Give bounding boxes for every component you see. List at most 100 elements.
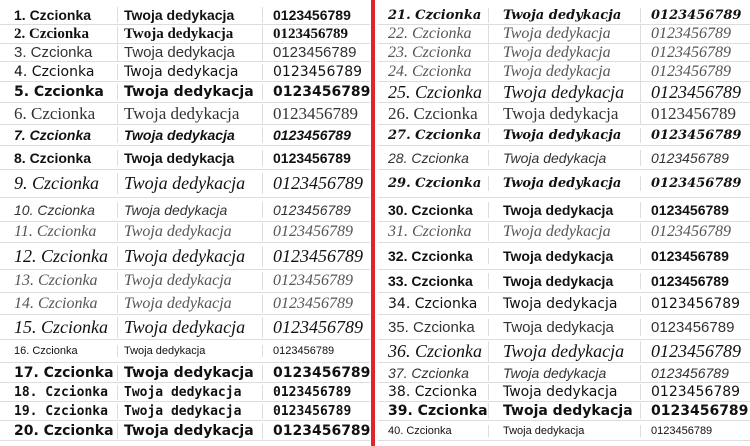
digits-sample: 0123456789	[640, 103, 750, 124]
font-name: 19. Czcionka	[14, 403, 108, 419]
font-row: 1. Czcionka Twoja dedykacja 0123456789	[0, 6, 370, 25]
dedication-sample: Twoja dedykacja	[117, 44, 262, 61]
font-row: 11. Czcionka Twoja dedykacja 0123456789	[0, 222, 370, 243]
font-name: 36. Czcionka	[388, 340, 482, 361]
font-name: 22. Czcionka	[388, 25, 472, 42]
digits-sample: 0123456789	[262, 364, 370, 381]
dedication-sample: Twoja dedykacja	[117, 272, 262, 290]
dedication-sample: Twoja dedykacja	[117, 384, 262, 400]
dedication-sample: Twoja dedykacja	[117, 173, 262, 194]
digits-sample: 0123456789	[262, 84, 370, 100]
digits-sample: 0123456789	[262, 384, 370, 400]
font-row: 2. Czcionka Twoja dedykacja 0123456789	[0, 25, 370, 44]
dedication-sample: Twoja dedykacja	[488, 318, 640, 336]
dedication-sample: Twoja dedykacja	[488, 424, 640, 437]
dedication-sample: Twoja dedykacja	[117, 7, 262, 23]
digits-sample: 0123456789	[262, 223, 370, 241]
font-name: 4. Czcionka	[14, 63, 95, 80]
font-name: 35. Czcionka	[388, 318, 475, 336]
dedication-sample: Twoja dedykacja	[117, 201, 262, 218]
dedication-sample: Twoja dedykacja	[488, 43, 640, 62]
font-row: 38. Czcionka Twoja dedykacja 0123456789	[378, 383, 750, 402]
font-name: 24. Czcionka	[388, 62, 472, 80]
font-row: 22. Czcionka Twoja dedykacja 0123456789	[378, 25, 750, 44]
digits-sample: 0123456789	[262, 272, 370, 290]
digits-sample: 0123456789	[262, 294, 370, 313]
font-row: 16. Czcionka Twoja dedykacja 0123456789	[0, 340, 370, 363]
font-name: 31. Czcionka	[388, 223, 472, 240]
digits-sample: 0123456789	[262, 25, 370, 43]
font-row: 35. Czcionka Twoja dedykacja 0123456789	[378, 315, 750, 340]
font-row: 7. Czcionka Twoja dedykacja 0123456789	[0, 125, 370, 146]
font-name: 15. Czcionka	[14, 316, 108, 337]
digits-sample: 0123456789	[262, 422, 370, 439]
font-row: 4. Czcionka Twoja dedykacja 0123456789	[0, 62, 370, 82]
font-row: 29. Czcionka Twoja dedykacja 0123456789	[378, 170, 750, 198]
font-name: 34. Czcionka	[388, 295, 478, 312]
dedication-sample: Twoja dedykacja	[488, 81, 640, 103]
digits-sample: 0123456789	[262, 345, 370, 357]
digits-sample: 0123456789	[262, 245, 370, 267]
font-name: 11. Czcionka	[14, 223, 97, 240]
digits-sample: 0123456789	[640, 384, 750, 400]
font-row: 32. Czcionka Twoja dedykacja 0123456789	[378, 243, 750, 270]
font-row: 40. Czcionka Twoja dedykacja 0123456789	[378, 421, 750, 441]
digits-sample: 0123456789	[262, 63, 370, 80]
digits-sample: 0123456789	[640, 43, 750, 62]
font-row: 6. Czcionka Twoja dedykacja 0123456789	[0, 103, 370, 125]
digits-sample: 0123456789	[640, 424, 750, 437]
font-name: 29. Czcionka	[388, 176, 482, 191]
font-name: 9. Czcionka	[14, 173, 99, 193]
font-row: 10. Czcionka Twoja dedykacja 0123456789	[0, 198, 370, 222]
font-name: 14. Czcionka	[14, 294, 98, 312]
digits-sample: 0123456789	[640, 176, 750, 191]
font-name: 39. Czcionka	[388, 403, 488, 419]
dedication-sample: Twoja dedykacja	[488, 176, 640, 191]
font-name: 16. Czcionka	[14, 345, 78, 357]
dedication-sample: Twoja dedykacja	[488, 201, 640, 218]
dedication-sample: Twoja dedykacja	[117, 103, 262, 124]
digits-sample: 0123456789	[262, 149, 370, 166]
font-row: 9. Czcionka Twoja dedykacja 0123456789	[0, 170, 370, 198]
dedication-sample: Twoja dedykacja	[117, 127, 262, 143]
dedication-sample: Twoja dedykacja	[117, 149, 262, 166]
digits-sample: 0123456789	[640, 7, 750, 23]
dedication-sample: Twoja dedykacja	[488, 127, 640, 143]
digits-sample: 0123456789	[640, 62, 750, 81]
dedication-sample: Twoja dedykacja	[117, 223, 262, 241]
font-row: 15. Czcionka Twoja dedykacja 0123456789	[0, 315, 370, 340]
font-name: 21. Czcionka	[388, 7, 482, 23]
font-row: 12. Czcionka Twoja dedykacja 0123456789	[0, 243, 370, 270]
dedication-sample: Twoja dedykacja	[488, 62, 640, 81]
dedication-sample: Twoja dedykacja	[117, 403, 262, 419]
font-row: 37. Czcionka Twoja dedykacja 0123456789	[378, 363, 750, 383]
digits-sample: 0123456789	[262, 316, 370, 338]
font-name: 8. Czcionka	[14, 149, 92, 166]
font-row: 28. Czcionka Twoja dedykacja 0123456789	[378, 146, 750, 170]
font-name: 40. Czcionka	[388, 424, 452, 437]
dedication-sample: Twoja dedykacja	[488, 149, 640, 166]
digits-sample: 0123456789	[262, 103, 370, 124]
dedication-sample: Twoja dedykacja	[488, 7, 640, 23]
font-name: 7. Czcionka	[14, 127, 92, 143]
digits-sample: 0123456789	[262, 201, 370, 218]
font-name: 26. Czcionka	[388, 103, 478, 123]
font-row: 25. Czcionka Twoja dedykacja 0123456789	[378, 81, 750, 103]
dedication-sample: Twoja dedykacja	[488, 103, 640, 124]
font-row: 27. Czcionka Twoja dedykacja 0123456789	[378, 125, 750, 146]
font-name: 18. Czcionka	[14, 384, 108, 400]
font-name: 5. Czcionka	[14, 84, 104, 100]
red-divider	[371, 0, 375, 446]
font-row: 21. Czcionka Twoja dedykacja 0123456789	[378, 6, 750, 25]
dedication-sample: Twoja dedykacja	[117, 364, 262, 381]
font-row: 31. Czcionka Twoja dedykacja 0123456789	[378, 222, 750, 243]
font-name: 33. Czcionka	[388, 273, 473, 289]
dedication-sample: Twoja dedykacja	[488, 384, 640, 400]
dedication-sample: Twoja dedykacja	[117, 316, 262, 338]
font-row: 34. Czcionka Twoja dedykacja 0123456789	[378, 293, 750, 315]
font-row: 24. Czcionka Twoja dedykacja 0123456789	[378, 62, 750, 82]
dedication-sample: Twoja dedykacja	[117, 63, 262, 80]
digits-sample: 0123456789	[640, 273, 750, 289]
font-row: 33. Czcionka Twoja dedykacja 0123456789	[378, 270, 750, 293]
font-row: 19. Czcionka Twoja dedykacja 0123456789	[0, 402, 370, 421]
